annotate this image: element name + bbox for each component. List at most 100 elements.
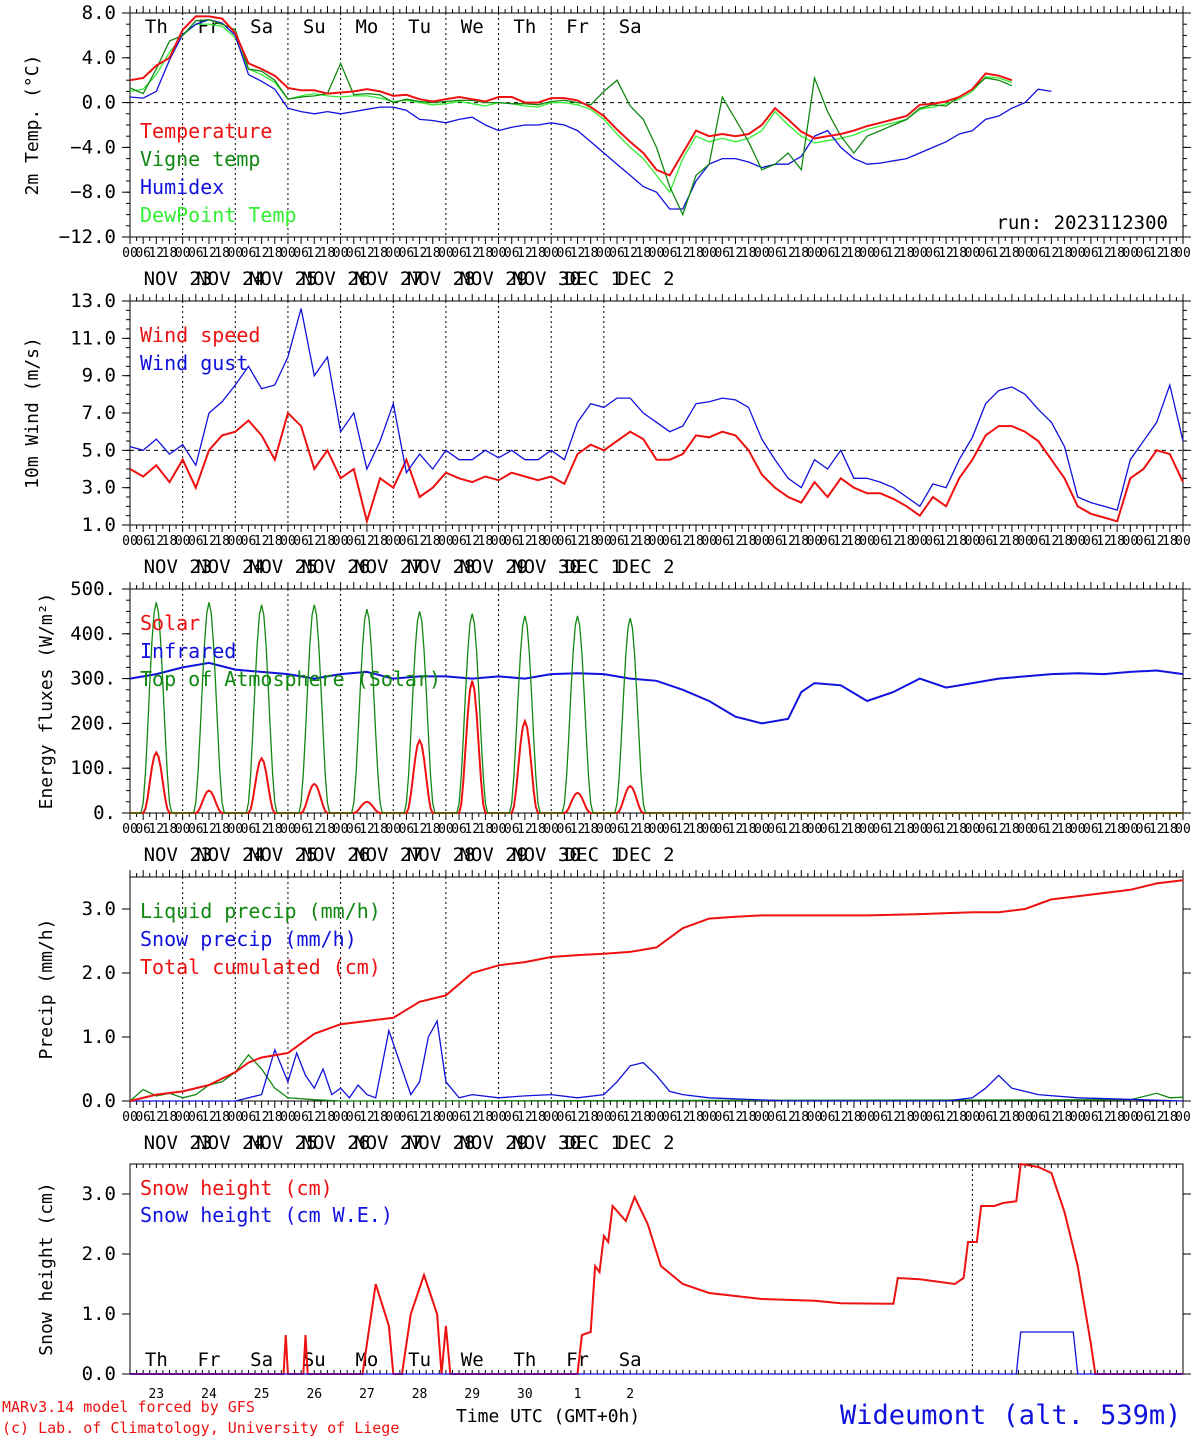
hour-tick-label: 12 [675, 1110, 691, 1125]
hour-tick-label: 18 [951, 534, 967, 549]
hour-tick-label: 12 [938, 1110, 954, 1125]
weekday-label: Th [513, 16, 536, 38]
hour-tick-label: 00 [596, 534, 612, 549]
y-tick-label: 1.0 [82, 1303, 116, 1325]
weekday-label: Sa [619, 16, 642, 38]
hour-tick-label: 00 [122, 1110, 138, 1125]
hour-tick-label: 12 [622, 1110, 638, 1125]
y-axis-label: 10m Wind (m/s) [22, 337, 43, 489]
hour-tick-label: 06 [1083, 822, 1099, 837]
hour-tick-label: 12 [517, 822, 533, 837]
hour-tick-label: 18 [741, 1110, 757, 1125]
hour-tick-label: 18 [425, 534, 441, 549]
hour-tick-label: 12 [622, 534, 638, 549]
hour-tick-label: 06 [609, 822, 625, 837]
hour-tick-label: 18 [162, 822, 178, 837]
hour-tick-label: 06 [925, 1110, 941, 1125]
hour-tick-label: 06 [662, 1110, 678, 1125]
hour-tick-label: 00 [596, 1110, 612, 1125]
date-label: NOV 24 [196, 844, 265, 866]
hour-tick-label: 12 [1096, 246, 1112, 261]
hour-tick-label: 18 [372, 1110, 388, 1125]
hour-tick-label: 18 [162, 246, 178, 261]
weekday-label: Mo [355, 16, 378, 38]
date-label: NOV 27 [354, 268, 423, 290]
hour-tick-label: 12 [254, 1110, 270, 1125]
hour-tick-label: 12 [938, 534, 954, 549]
series-line-temperature [129, 15, 1013, 177]
hour-tick-label: 06 [767, 822, 783, 837]
hour-tick-label: 18 [951, 1110, 967, 1125]
hour-tick-label: 12 [464, 1110, 480, 1125]
hour-tick-label: 12 [675, 246, 691, 261]
legend-entry: Snow height (cm W.E.) [140, 1203, 393, 1227]
hour-tick-label: 00 [1070, 822, 1086, 837]
hour-tick-label: 12 [780, 822, 796, 837]
hour-tick-label: 18 [899, 534, 915, 549]
hour-tick-label: 06 [188, 822, 204, 837]
y-tick-label: 0.0 [82, 1090, 116, 1112]
hour-tick-label: 18 [478, 822, 494, 837]
hour-tick-label: 12 [622, 246, 638, 261]
hour-tick-label: 18 [267, 1110, 283, 1125]
hour-tick-label: 00 [1017, 1110, 1033, 1125]
hour-tick-label: 06 [872, 534, 888, 549]
series-line-snow-height-cm- [130, 1162, 1183, 1375]
hour-tick-label: 00 [1123, 1110, 1139, 1125]
hour-tick-label: 06 [504, 246, 520, 261]
day-number-label: 27 [359, 1387, 375, 1402]
date-label: NOV 30 [512, 556, 581, 578]
hour-tick-label: 12 [1044, 246, 1060, 261]
hour-tick-label: 18 [583, 246, 599, 261]
hour-tick-label: 00 [965, 822, 981, 837]
hour-tick-label: 18 [425, 1110, 441, 1125]
hour-tick-label: 12 [306, 246, 322, 261]
hour-tick-label: 12 [201, 246, 217, 261]
series-line-snow-height-cm-w-e- [130, 1331, 1183, 1375]
date-label: NOV 23 [144, 1132, 213, 1154]
hour-tick-label: 00 [1175, 246, 1191, 261]
hour-tick-label: 12 [570, 534, 586, 549]
hour-tick-label: 06 [662, 534, 678, 549]
y-tick-label: 7.0 [82, 402, 116, 424]
y-tick-label: −4.0 [70, 136, 116, 158]
hour-tick-label: 00 [1123, 534, 1139, 549]
hour-tick-label: 00 [701, 1110, 717, 1125]
hour-tick-label: 06 [978, 1110, 994, 1125]
hour-tick-label: 12 [412, 1110, 428, 1125]
hour-tick-label: 18 [951, 822, 967, 837]
hour-tick-label: 18 [636, 534, 652, 549]
date-label: NOV 23 [144, 556, 213, 578]
date-label: DEC 1 [565, 844, 622, 866]
station-name: Wideumont (alt. 539m) [840, 1400, 1182, 1431]
weekday-label: Th [513, 1349, 536, 1371]
hour-tick-label: 18 [530, 246, 546, 261]
hour-tick-label: 06 [504, 1110, 520, 1125]
hour-tick-label: 12 [833, 822, 849, 837]
hour-tick-label: 00 [807, 534, 823, 549]
hour-tick-label: 06 [399, 246, 415, 261]
hour-tick-label: 12 [991, 246, 1007, 261]
series-line-infrared [129, 661, 1184, 725]
date-label: DEC 2 [617, 556, 674, 578]
hour-tick-label: 06 [557, 534, 573, 549]
hour-tick-label: 18 [1004, 246, 1020, 261]
hour-tick-label: 06 [820, 822, 836, 837]
y-tick-label: 4.0 [82, 47, 116, 69]
hour-tick-label: 18 [267, 534, 283, 549]
day-number-label: 25 [254, 1387, 270, 1402]
hour-tick-label: 12 [1149, 822, 1165, 837]
hour-tick-label: 00 [122, 246, 138, 261]
hour-tick-label: 06 [767, 246, 783, 261]
hour-tick-label: 12 [886, 246, 902, 261]
hour-tick-label: 18 [162, 534, 178, 549]
date-label: NOV 25 [249, 844, 318, 866]
hour-tick-label: 12 [359, 822, 375, 837]
hour-tick-label: 00 [1123, 822, 1139, 837]
panel-4: 0006121800061218000612180006121800061218… [36, 870, 1191, 1154]
hour-tick-label: 18 [1004, 534, 1020, 549]
hour-tick-label: 00 [649, 1110, 665, 1125]
y-tick-label: 0. [93, 802, 116, 824]
weekday-label: Tu [408, 1349, 431, 1371]
y-axis-label: Precip (mm/h) [36, 919, 57, 1060]
